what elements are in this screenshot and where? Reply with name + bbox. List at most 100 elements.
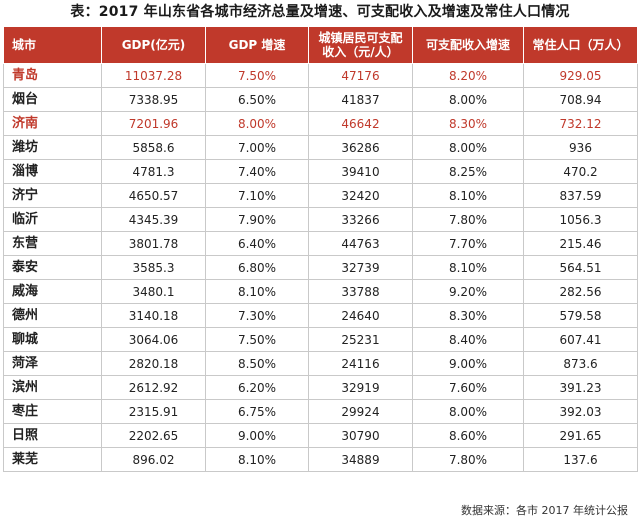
table-row: 菏泽 2820.18 8.50% 24116 9.00% 873.6 (3, 351, 638, 376)
city-cell: 潍坊 (3, 135, 102, 160)
header-row: 城市 GDP(亿元) GDP 增速 城镇居民可支配收入（元/人） 可支配收入增速… (3, 26, 638, 64)
income-growth-cell: 8.10% (412, 183, 524, 208)
city-cell: 淄博 (3, 159, 102, 184)
population-cell: 929.05 (523, 63, 638, 88)
gdp-cell: 3801.78 (101, 231, 206, 256)
city-cell: 东营 (3, 231, 102, 256)
gdp-growth-cell: 8.50% (205, 351, 309, 376)
gdp-cell: 4781.3 (101, 159, 206, 184)
header-gdp-growth: GDP 增速 (205, 26, 309, 64)
income-growth-cell: 8.60% (412, 423, 524, 448)
header-population: 常住人口（万人） (523, 26, 638, 64)
table-row: 日照 2202.65 9.00% 30790 8.60% 291.65 (3, 423, 638, 448)
city-cell: 聊城 (3, 327, 102, 352)
income-cell: 32739 (308, 255, 413, 280)
income-growth-cell: 7.60% (412, 375, 524, 400)
population-cell: 391.23 (523, 375, 638, 400)
gdp-growth-cell: 6.50% (205, 87, 309, 112)
gdp-growth-cell: 7.90% (205, 207, 309, 232)
gdp-cell: 7201.96 (101, 111, 206, 136)
header-city: 城市 (3, 26, 102, 64)
income-cell: 33266 (308, 207, 413, 232)
gdp-growth-cell: 6.40% (205, 231, 309, 256)
table-row: 临沂 4345.39 7.90% 33266 7.80% 1056.3 (3, 207, 638, 232)
table-row: 济宁 4650.57 7.10% 32420 8.10% 837.59 (3, 183, 638, 208)
city-cell: 枣庄 (3, 399, 102, 424)
gdp-cell: 5858.6 (101, 135, 206, 160)
header-gdp: GDP(亿元) (101, 26, 206, 64)
gdp-cell: 4345.39 (101, 207, 206, 232)
income-cell: 39410 (308, 159, 413, 184)
income-growth-cell: 7.80% (412, 207, 524, 232)
income-cell: 24640 (308, 303, 413, 328)
table-row: 东营 3801.78 6.40% 44763 7.70% 215.46 (3, 231, 638, 256)
gdp-growth-cell: 9.00% (205, 423, 309, 448)
gdp-growth-cell: 8.00% (205, 111, 309, 136)
gdp-growth-cell: 7.10% (205, 183, 309, 208)
population-cell: 936 (523, 135, 638, 160)
gdp-cell: 4650.57 (101, 183, 206, 208)
city-cell: 泰安 (3, 255, 102, 280)
gdp-growth-cell: 6.75% (205, 399, 309, 424)
gdp-cell: 2202.65 (101, 423, 206, 448)
table-row: 烟台 7338.95 6.50% 41837 8.00% 708.94 (3, 87, 638, 112)
income-cell: 33788 (308, 279, 413, 304)
population-cell: 291.65 (523, 423, 638, 448)
income-cell: 34889 (308, 447, 413, 472)
income-growth-cell: 8.30% (412, 303, 524, 328)
population-cell: 732.12 (523, 111, 638, 136)
income-growth-cell: 8.00% (412, 399, 524, 424)
income-growth-cell: 8.10% (412, 255, 524, 280)
data-source-note: 数据来源：各市 2017 年统计公报 (461, 504, 628, 517)
income-cell: 32420 (308, 183, 413, 208)
table-row: 济南 7201.96 8.00% 46642 8.30% 732.12 (3, 111, 638, 136)
gdp-growth-cell: 7.30% (205, 303, 309, 328)
gdp-growth-cell: 7.40% (205, 159, 309, 184)
population-cell: 392.03 (523, 399, 638, 424)
gdp-cell: 3064.06 (101, 327, 206, 352)
population-cell: 282.56 (523, 279, 638, 304)
table-row: 滨州 2612.92 6.20% 32919 7.60% 391.23 (3, 375, 638, 400)
city-cell: 济宁 (3, 183, 102, 208)
gdp-cell: 896.02 (101, 447, 206, 472)
population-cell: 837.59 (523, 183, 638, 208)
population-cell: 607.41 (523, 327, 638, 352)
gdp-cell: 7338.95 (101, 87, 206, 112)
population-cell: 873.6 (523, 351, 638, 376)
city-cell: 德州 (3, 303, 102, 328)
gdp-cell: 2820.18 (101, 351, 206, 376)
income-cell: 32919 (308, 375, 413, 400)
income-cell: 44763 (308, 231, 413, 256)
income-cell: 25231 (308, 327, 413, 352)
gdp-growth-cell: 6.80% (205, 255, 309, 280)
income-cell: 24116 (308, 351, 413, 376)
table-row: 淄博 4781.3 7.40% 39410 8.25% 470.2 (3, 159, 638, 184)
income-growth-cell: 9.20% (412, 279, 524, 304)
data-table: 城市 GDP(亿元) GDP 增速 城镇居民可支配收入（元/人） 可支配收入增速… (3, 26, 638, 472)
population-cell: 564.51 (523, 255, 638, 280)
income-cell: 30790 (308, 423, 413, 448)
population-cell: 579.58 (523, 303, 638, 328)
income-growth-cell: 8.40% (412, 327, 524, 352)
table-row: 泰安 3585.3 6.80% 32739 8.10% 564.51 (3, 255, 638, 280)
city-cell: 莱芜 (3, 447, 102, 472)
gdp-cell: 2612.92 (101, 375, 206, 400)
table-row: 青岛 11037.28 7.50% 47176 8.20% 929.05 (3, 63, 638, 88)
table-row: 潍坊 5858.6 7.00% 36286 8.00% 936 (3, 135, 638, 160)
population-cell: 470.2 (523, 159, 638, 184)
income-growth-cell: 9.00% (412, 351, 524, 376)
gdp-cell: 3140.18 (101, 303, 206, 328)
table-row: 莱芜 896.02 8.10% 34889 7.80% 137.6 (3, 447, 638, 472)
gdp-growth-cell: 8.10% (205, 447, 309, 472)
income-cell: 41837 (308, 87, 413, 112)
gdp-growth-cell: 7.50% (205, 63, 309, 88)
income-growth-cell: 8.20% (412, 63, 524, 88)
gdp-cell: 2315.91 (101, 399, 206, 424)
city-cell: 日照 (3, 423, 102, 448)
gdp-cell: 11037.28 (101, 63, 206, 88)
income-cell: 47176 (308, 63, 413, 88)
income-growth-cell: 7.80% (412, 447, 524, 472)
income-cell: 29924 (308, 399, 413, 424)
income-growth-cell: 8.00% (412, 135, 524, 160)
income-cell: 36286 (308, 135, 413, 160)
